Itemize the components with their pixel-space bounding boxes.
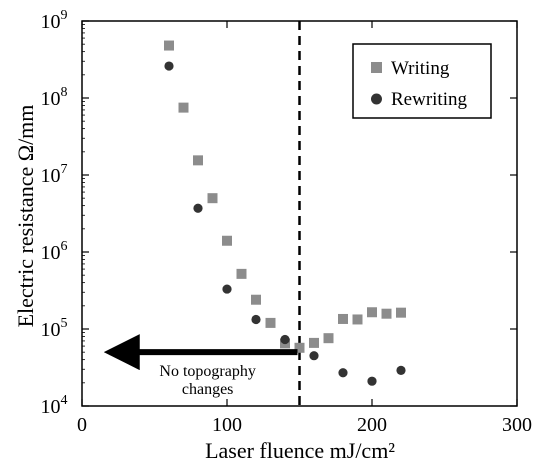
legend: Writing Rewriting (352, 43, 492, 119)
point-writing (381, 308, 392, 319)
x-tick-label: 300 (502, 414, 532, 436)
y-tick-label: 106 (41, 239, 68, 264)
point-rewriting (193, 203, 203, 213)
point-writing (396, 307, 406, 318)
annotation-text-line-2: changes (182, 381, 234, 398)
y-tick-label: 104 (41, 393, 68, 418)
x-tick-label: 0 (77, 414, 87, 436)
x-tick-label: 100 (212, 414, 242, 436)
x-axis-label: Laser fluence mJ/cm² (205, 438, 395, 463)
legend-marker-rewriting (371, 93, 382, 105)
axes: 0 100 200 300 104 105 106 107 108 109 (41, 8, 533, 436)
x-tick-label: 200 (357, 414, 387, 436)
point-rewriting (251, 314, 261, 325)
point-writing (164, 40, 174, 51)
point-rewriting (338, 368, 348, 378)
y-tick-label: 105 (41, 316, 68, 341)
legend-marker-writing (371, 62, 382, 73)
y-tick-label: 109 (41, 8, 68, 33)
point-writing (323, 333, 334, 344)
annotation: No topography changes (103, 334, 298, 398)
point-writing (251, 294, 261, 305)
point-writing (236, 268, 247, 279)
legend-label-rewriting: Rewriting (391, 89, 467, 110)
point-writing (309, 337, 319, 348)
point-writing (222, 235, 232, 246)
point-rewriting (309, 351, 319, 361)
point-writing (367, 307, 377, 318)
data-points (164, 40, 406, 386)
y-tick-label: 107 (41, 162, 68, 187)
y-axis-label: Electric resistance Ω/mm (13, 105, 38, 328)
point-rewriting (164, 61, 174, 71)
point-rewriting (280, 334, 290, 345)
point-rewriting (367, 376, 377, 386)
y-tick-label: 108 (41, 85, 68, 110)
point-writing (294, 342, 305, 353)
point-writing (265, 317, 276, 328)
point-writing (338, 313, 348, 324)
point-writing (193, 155, 203, 166)
legend-label-writing: Writing (391, 58, 450, 79)
point-writing (178, 102, 189, 113)
annotation-text-line-1: No topography (159, 363, 255, 380)
point-rewriting (222, 284, 232, 294)
point-writing (207, 193, 218, 204)
legend-box (352, 43, 492, 119)
point-writing (352, 314, 363, 325)
point-rewriting (396, 365, 406, 375)
